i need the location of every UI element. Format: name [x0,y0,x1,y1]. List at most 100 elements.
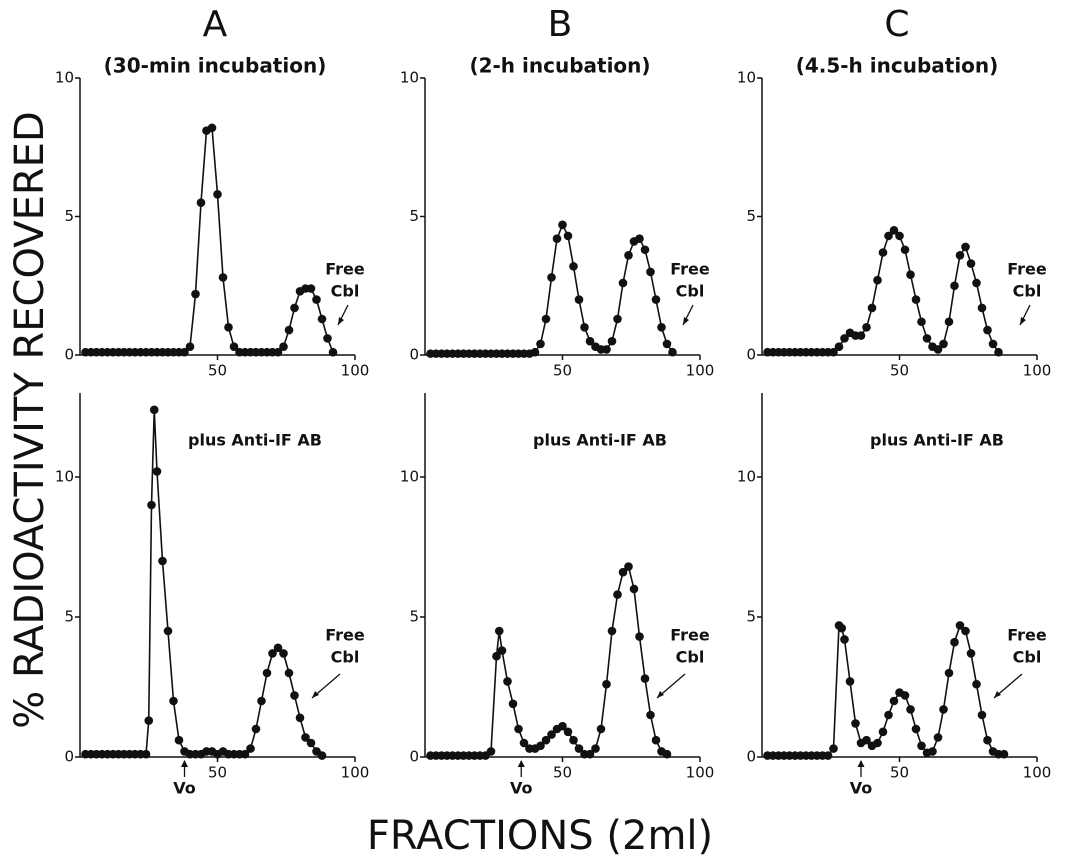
data-point [317,751,327,760]
data-point [295,713,305,723]
data-point [279,649,288,658]
arrow-head [338,317,344,325]
annotation: Cbl [1013,648,1042,667]
arrow-head [657,691,664,698]
data-point [591,744,600,753]
y-tick-label: 5 [409,608,419,626]
data-point [829,347,838,357]
data-point [602,679,611,689]
data-point [994,347,1003,357]
x-axis-title: FRACTIONS (2ml) [367,813,713,859]
data-point [492,651,501,661]
data-point [862,735,871,745]
data-point [328,347,338,357]
data-point [180,347,189,357]
x-tick-label: 100 [341,362,370,380]
data-point [229,342,239,351]
panel-subtitle: (30-min incubation) [104,54,327,78]
data-point [837,623,847,633]
data-point [602,345,611,354]
data-point [950,637,959,647]
vo-label: Vo [173,779,196,798]
data-point [966,649,976,658]
data-point [955,250,965,260]
data-point [917,741,926,751]
data-point [972,278,981,288]
data-point [240,749,250,759]
data-point [961,626,970,636]
data-point [273,643,283,653]
arrow-head [312,691,319,698]
data-point [662,339,672,349]
data-point [536,339,545,349]
arrow-head [683,317,689,325]
data-point [574,295,584,304]
data-point [845,677,855,686]
data-point [530,347,540,357]
data-point [944,668,954,678]
data-point [312,295,321,304]
vo-label: Vo [850,779,873,798]
x-tick-label: 100 [341,764,370,782]
data-point [618,278,628,288]
data-point [163,626,173,636]
data-point [169,696,178,706]
data-point [873,275,882,285]
panel-subtitle: (2-h incubation) [469,54,650,78]
data-point [191,289,200,299]
x-tick-label: 50 [890,362,909,380]
y-tick-label: 0 [746,346,756,364]
data-point [262,668,272,678]
data-point [514,724,523,734]
data-point [580,323,589,332]
data-point [651,295,661,304]
data-point [547,730,556,739]
data-point [494,626,504,636]
data-point [284,325,294,335]
data-point [911,295,921,304]
data-point [618,567,628,577]
data-point [900,245,910,255]
data-point [519,738,529,748]
data-point [596,724,606,734]
data-point [867,303,877,313]
y-tick-label: 10 [400,69,419,87]
data-point [884,710,893,720]
data-point [306,738,316,748]
panel-letter: B [548,4,573,45]
y-tick-label: 5 [746,608,756,626]
data-point [878,248,888,257]
data-point [895,231,904,241]
data-point [503,677,512,686]
data-point [911,724,921,734]
data-point [939,705,948,714]
data-point [944,317,954,327]
data-point [640,245,650,255]
data-point [607,626,617,636]
x-tick-label: 100 [1023,362,1052,380]
data-point [966,259,976,268]
data-point [257,696,266,706]
data-point [196,198,206,207]
annotation: Cbl [1013,282,1042,301]
x-tick-label: 50 [208,362,227,380]
data-point [207,123,217,133]
data-point [624,562,633,571]
data-point [922,334,932,343]
y-tick-label: 0 [64,346,74,364]
data-point [646,267,655,277]
y-tick-label: 5 [409,207,419,225]
data-point [306,284,316,293]
y-tick-label: 10 [737,69,756,87]
data-point [290,691,299,700]
data-point [152,467,162,476]
y-tick-label: 0 [746,748,756,766]
data-point [290,303,299,313]
data-point [955,621,965,630]
data-point [640,674,650,683]
x-tick-label: 100 [686,362,715,380]
x-tick-label: 100 [1023,764,1052,782]
x-tick-label: 50 [553,362,572,380]
annotation: Free [1007,260,1047,279]
